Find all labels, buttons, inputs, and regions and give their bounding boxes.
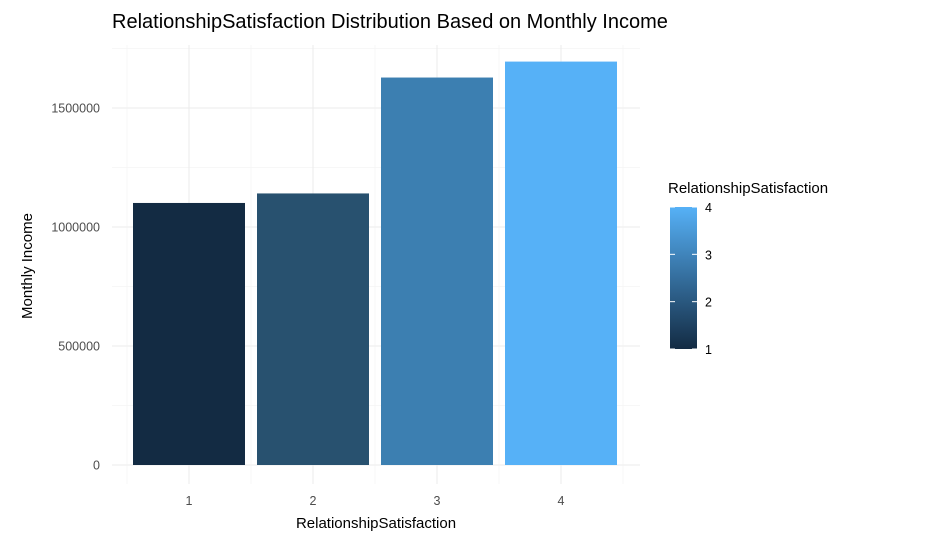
colorbar-label: 3 [705,248,712,262]
bar-4 [505,61,617,466]
y-tick-label: 1000000 [51,221,100,235]
bars [133,61,617,466]
colorbar-label: 2 [705,296,712,310]
y-tick-label: 500000 [58,340,100,354]
bar-1 [133,202,245,465]
legend: RelationshipSatisfaction 4 3 2 1 [668,180,828,357]
colorbar-label: 4 [705,201,712,215]
bar-3 [381,77,493,465]
x-axis-ticks: 1 2 3 4 [186,494,565,508]
x-tick-label: 4 [558,494,565,508]
bar-2 [257,193,369,465]
colorbar-label: 1 [705,343,712,357]
x-tick-label: 3 [434,494,441,508]
colorbar-ticks: 4 3 2 1 [670,201,712,357]
y-tick-label: 1500000 [51,102,100,116]
x-tick-label: 1 [186,494,193,508]
chart-title: RelationshipSatisfaction Distribution Ba… [112,11,668,33]
y-axis-title: Monthly Income [19,213,36,319]
colorbar [670,207,697,349]
y-axis-ticks: 0 500000 1000000 1500000 [51,102,100,473]
x-axis-title: RelationshipSatisfaction [296,515,456,532]
x-tick-label: 2 [310,494,317,508]
legend-title: RelationshipSatisfaction [668,180,828,197]
y-tick-label: 0 [93,459,100,473]
